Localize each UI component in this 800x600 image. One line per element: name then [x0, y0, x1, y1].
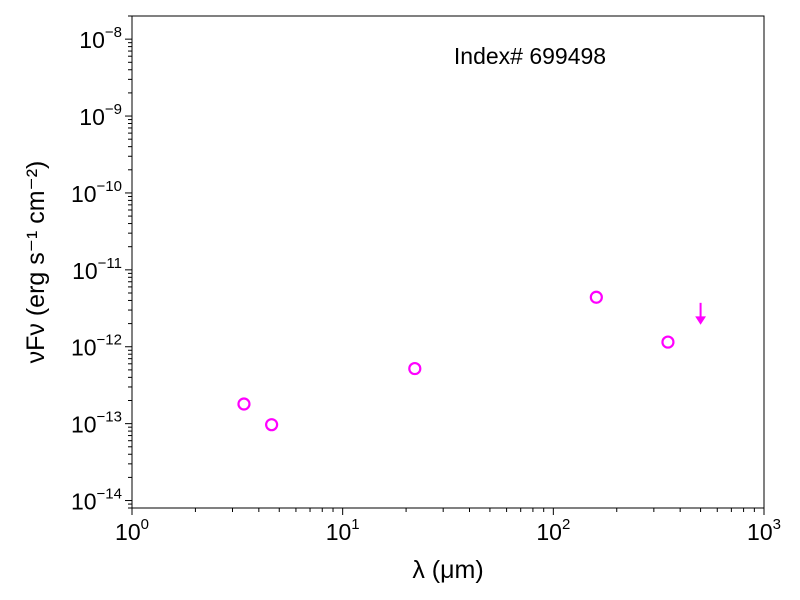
data-marks — [237, 290, 706, 432]
y-axis-title: νFν (erg s⁻¹ cm⁻²) — [22, 161, 50, 364]
data-point — [589, 290, 603, 304]
y-tick-label: 10−9 — [79, 101, 122, 130]
x-tick-label: 101 — [326, 516, 360, 545]
x-tick-label: 100 — [115, 516, 149, 545]
data-point — [237, 397, 251, 411]
x-tick-label: 103 — [747, 516, 781, 545]
y-tick-label: 10−11 — [72, 255, 122, 284]
annotation-label: Index# 699498 — [454, 43, 606, 69]
y-tick-label: 10−13 — [71, 409, 122, 438]
x-axis-title: λ (μm) — [412, 556, 483, 584]
y-tick-label: 10−10 — [71, 178, 122, 207]
data-point — [661, 335, 675, 349]
data-point — [408, 361, 422, 376]
y-tick-label: 10−8 — [79, 24, 122, 53]
y-tick-label: 10−14 — [71, 486, 122, 515]
plot-frame — [131, 15, 765, 509]
x-tick-label: 102 — [536, 516, 570, 545]
data-point — [265, 418, 279, 432]
y-tick-label: 10−12 — [71, 332, 122, 361]
upper-limit-arrow — [695, 302, 706, 325]
axis-ticks: 100 101 102 103 10−14 10−13 10−12 10−11 10−10 10−… — [71, 15, 781, 545]
